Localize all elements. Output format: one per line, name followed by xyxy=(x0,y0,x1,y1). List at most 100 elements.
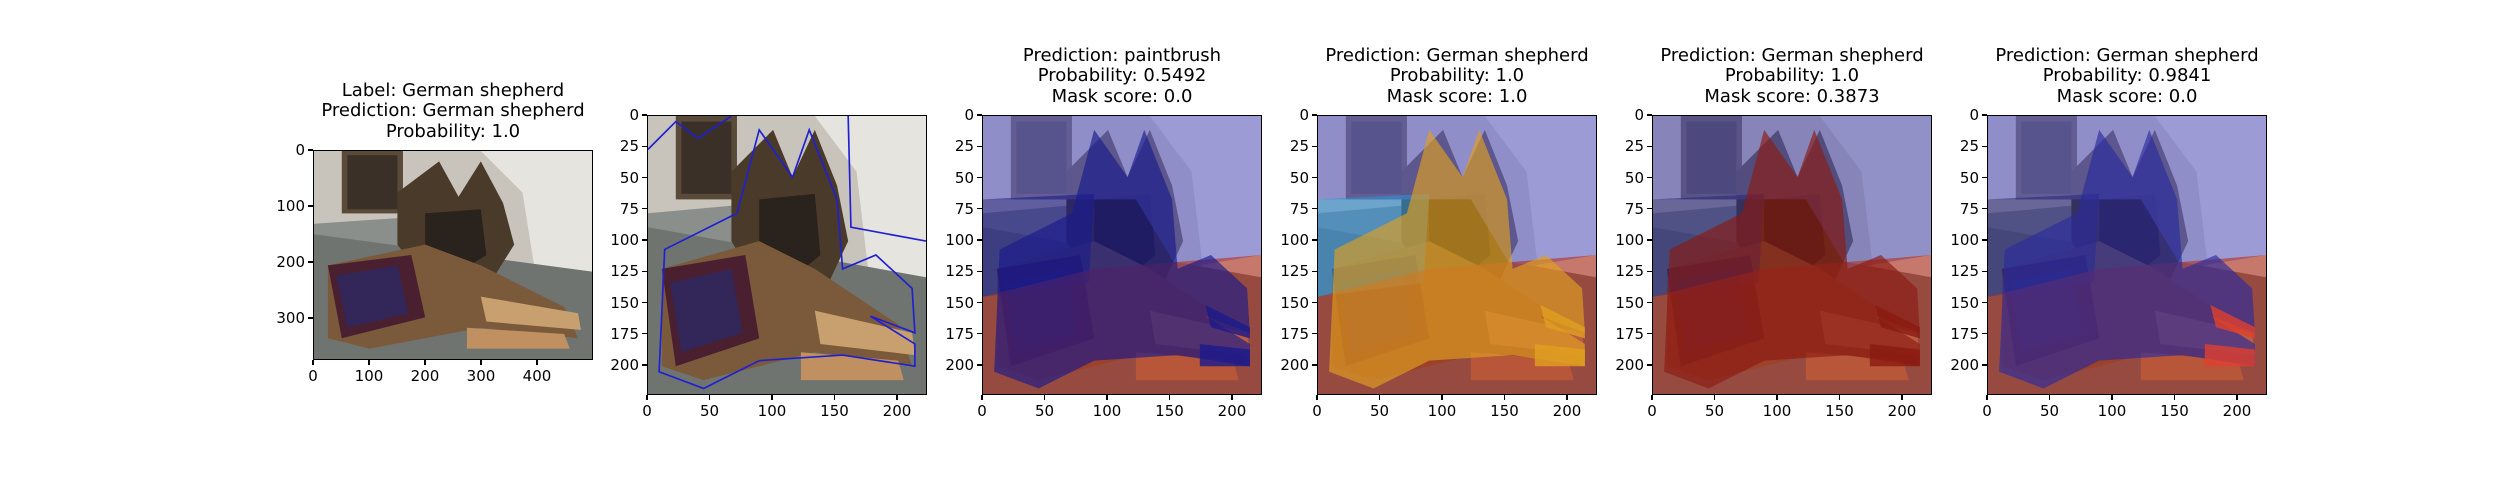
y-tick-label: 50 xyxy=(619,168,639,187)
x-tick-mark xyxy=(896,395,898,400)
x-tick-label: 100 xyxy=(354,367,384,385)
x-tick-label: 100 xyxy=(2097,402,2127,420)
x-tick-mark xyxy=(2173,395,2176,400)
x-tick-label: 50 xyxy=(699,402,720,420)
x-tick-label: 200 xyxy=(1887,402,1917,420)
y-tick-mark xyxy=(642,114,647,116)
y-tick-label: 100 xyxy=(1950,231,1979,249)
x-tick-mark xyxy=(2236,395,2238,400)
x-tick-mark xyxy=(833,395,836,400)
x-tick-label: 150 xyxy=(1155,402,1184,420)
y-tick-label: 175 xyxy=(610,324,639,343)
y-tick-label: 25 xyxy=(1959,137,1979,156)
y-tick-mark xyxy=(1647,176,1652,179)
y-tick-label: 175 xyxy=(945,324,974,343)
y-tick-label: 50 xyxy=(1959,168,1979,187)
y-tick-mark xyxy=(1312,176,1317,179)
x-tick-label: 200 xyxy=(1552,402,1582,420)
subplot-title-line: Prediction: German shepherd xyxy=(321,100,585,121)
y-tick-label: 125 xyxy=(945,262,974,281)
x-tick-label: 100 xyxy=(1762,402,1792,420)
y-tick-mark xyxy=(1312,270,1317,272)
subplot-title-line: Mask score: 0.0 xyxy=(2056,85,2198,107)
x-tick-mark xyxy=(1651,395,1653,400)
subplot-title-line: Mask score: 1.0 xyxy=(1386,85,1528,107)
y-tick-label: 175 xyxy=(1615,324,1644,343)
x-tick-mark xyxy=(646,395,648,400)
x-tick-mark xyxy=(1168,395,1171,400)
y-tick-mark xyxy=(642,270,647,272)
y-tick-mark xyxy=(1647,114,1652,116)
x-tick-mark xyxy=(1043,395,1046,400)
y-tick-label: 75 xyxy=(1624,199,1644,218)
subplot-panel: Prediction: paintbrush Probability: 0.549… xyxy=(945,45,1262,420)
y-tick-label: 100 xyxy=(610,231,639,249)
y-tick-mark xyxy=(977,301,982,304)
y-tick-mark xyxy=(1647,333,1652,335)
x-tick-label: 150 xyxy=(1825,402,1854,420)
y-tick-label: 200 xyxy=(610,356,639,374)
y-tick-mark xyxy=(1982,301,1987,304)
y-tick-label: 200 xyxy=(1280,356,1309,374)
y-tick-mark xyxy=(1982,270,1987,272)
x-tick-label: 100 xyxy=(757,402,787,420)
y-tick-mark xyxy=(1647,208,1652,210)
y-tick-label: 0 xyxy=(964,106,974,124)
y-tick-label: 100 xyxy=(1615,231,1644,249)
y-tick-label: 100 xyxy=(276,197,305,215)
x-tick-label: 0 xyxy=(1647,402,1657,420)
x-tick-mark xyxy=(1441,395,1443,400)
x-tick-label: 100 xyxy=(1427,402,1457,420)
y-tick-label: 0 xyxy=(1969,106,1979,124)
y-tick-mark xyxy=(308,149,313,151)
y-tick-label: 25 xyxy=(1624,137,1644,156)
dog-photo xyxy=(648,116,926,394)
y-tick-mark xyxy=(1312,333,1317,335)
x-tick-mark xyxy=(480,360,482,365)
image-axes xyxy=(647,115,927,395)
x-tick-label: 150 xyxy=(1490,402,1519,420)
y-tick-mark xyxy=(642,145,647,147)
y-tick-mark xyxy=(642,239,647,241)
y-tick-label: 75 xyxy=(1289,199,1309,218)
subplot-panel: Prediction: German shepherd Probability: … xyxy=(1280,45,1597,420)
y-tick-mark xyxy=(977,333,982,335)
y-tick-mark xyxy=(1312,114,1317,116)
segmentation-mask xyxy=(1653,116,1931,394)
y-tick-mark xyxy=(1647,145,1652,147)
x-tick-mark xyxy=(708,395,711,400)
x-tick-mark xyxy=(1776,395,1778,400)
y-tick-label: 75 xyxy=(954,199,974,218)
y-tick-mark xyxy=(1982,239,1987,241)
image-axes xyxy=(313,150,593,360)
y-tick-mark xyxy=(1312,301,1317,304)
x-tick-mark xyxy=(1378,395,1381,400)
y-tick-mark xyxy=(1647,301,1652,304)
y-tick-label: 75 xyxy=(619,199,639,218)
y-tick-mark xyxy=(642,176,647,179)
x-tick-label: 100 xyxy=(1092,402,1122,420)
y-tick-label: 125 xyxy=(1950,262,1979,281)
x-tick-mark xyxy=(1231,395,1233,400)
y-tick-label: 0 xyxy=(629,106,639,124)
y-tick-label: 150 xyxy=(1950,293,1979,312)
y-tick-label: 150 xyxy=(945,293,974,312)
subplot-title-line: Probability: 1.0 xyxy=(1724,65,1860,86)
y-tick-mark xyxy=(1982,208,1987,210)
x-tick-label: 400 xyxy=(522,367,552,385)
y-tick-label: 200 xyxy=(945,356,974,374)
subplot-title-line: Probability: 0.9841 xyxy=(2042,65,2212,86)
subplot-title-line: Probability: 0.5492 xyxy=(1037,65,1207,86)
y-tick-label: 150 xyxy=(1280,293,1309,312)
y-tick-mark xyxy=(1982,364,1987,366)
x-tick-label: 50 xyxy=(2039,402,2060,420)
y-tick-mark xyxy=(977,176,982,179)
subplot-panel: 0 50 100 150 200 0 25 50 75 100 125 150 175 200 xyxy=(610,106,927,420)
dog-photo xyxy=(314,151,592,359)
y-tick-mark xyxy=(977,145,982,147)
y-tick-label: 200 xyxy=(276,253,305,271)
y-tick-mark xyxy=(977,239,982,241)
subplot-title-line: Label: German shepherd xyxy=(341,79,565,101)
subplot-title-line: Prediction: German shepherd xyxy=(1325,44,1589,66)
x-tick-mark xyxy=(424,360,426,365)
